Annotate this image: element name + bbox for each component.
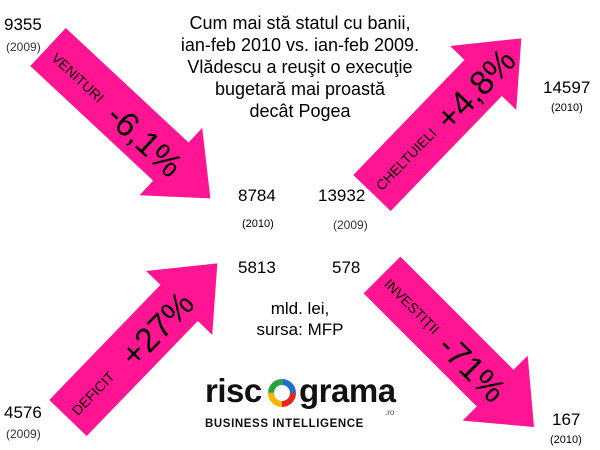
venituri-2010-value: 8784 (238, 186, 276, 205)
title-line: ian-feb 2010 vs. ian-feb 2009. (180, 35, 420, 55)
logo-ring-icon (268, 379, 296, 407)
investitii-2009-value: 578 (332, 258, 361, 277)
investitii-2010-value: 167 (552, 410, 581, 429)
venituri-2009-value: 9355 (4, 15, 42, 34)
arrow-venituri: VENITURI -6,1% (30, 27, 211, 199)
deficit-2009-year: (2009) (6, 427, 41, 441)
riscograma-logo: risc grama .ro BUSINESS INTELLIGENCE (205, 372, 405, 430)
venituri-2010-year: (2010) (242, 218, 274, 230)
title-line: decât Pogea (249, 101, 351, 121)
deficit-2009-value: 4576 (4, 403, 42, 422)
title-line: Vlădescu a reuşit o execuţie (187, 57, 413, 77)
title-line: Cum mai stă statul cu banii, (189, 13, 411, 33)
investitii-2010-year: (2010) (550, 434, 582, 446)
diagram-title: Cum mai stă statul cu banii, ian-feb 201… (150, 12, 450, 122)
cheltuieli-2010-year: (2010) (551, 102, 583, 114)
cheltuieli-2009-value: 13932 (318, 186, 366, 205)
logo-tagline: BUSINESS INTELLIGENCE (205, 418, 364, 430)
title-line: bugetară mai proastă (214, 79, 386, 99)
venituri-2009-year: (2009) (6, 40, 41, 54)
source-note: mld. lei, sursa: MFP (230, 298, 370, 340)
logo-text-right: grama (299, 372, 396, 409)
arrow-cheltuieli: CHELTUIELI +4,8% (353, 38, 524, 212)
cheltuieli-2010-value: 14597 (543, 78, 591, 97)
deficit-2010-value: 5813 (238, 258, 276, 277)
logo-text-left: risc (205, 372, 262, 409)
source-unit: mld. lei, (270, 299, 330, 318)
cheltuieli-2009-year: (2009) (333, 218, 368, 232)
logo-suffix: .ro (385, 408, 395, 417)
source-attribution: sursa: MFP (256, 320, 344, 339)
